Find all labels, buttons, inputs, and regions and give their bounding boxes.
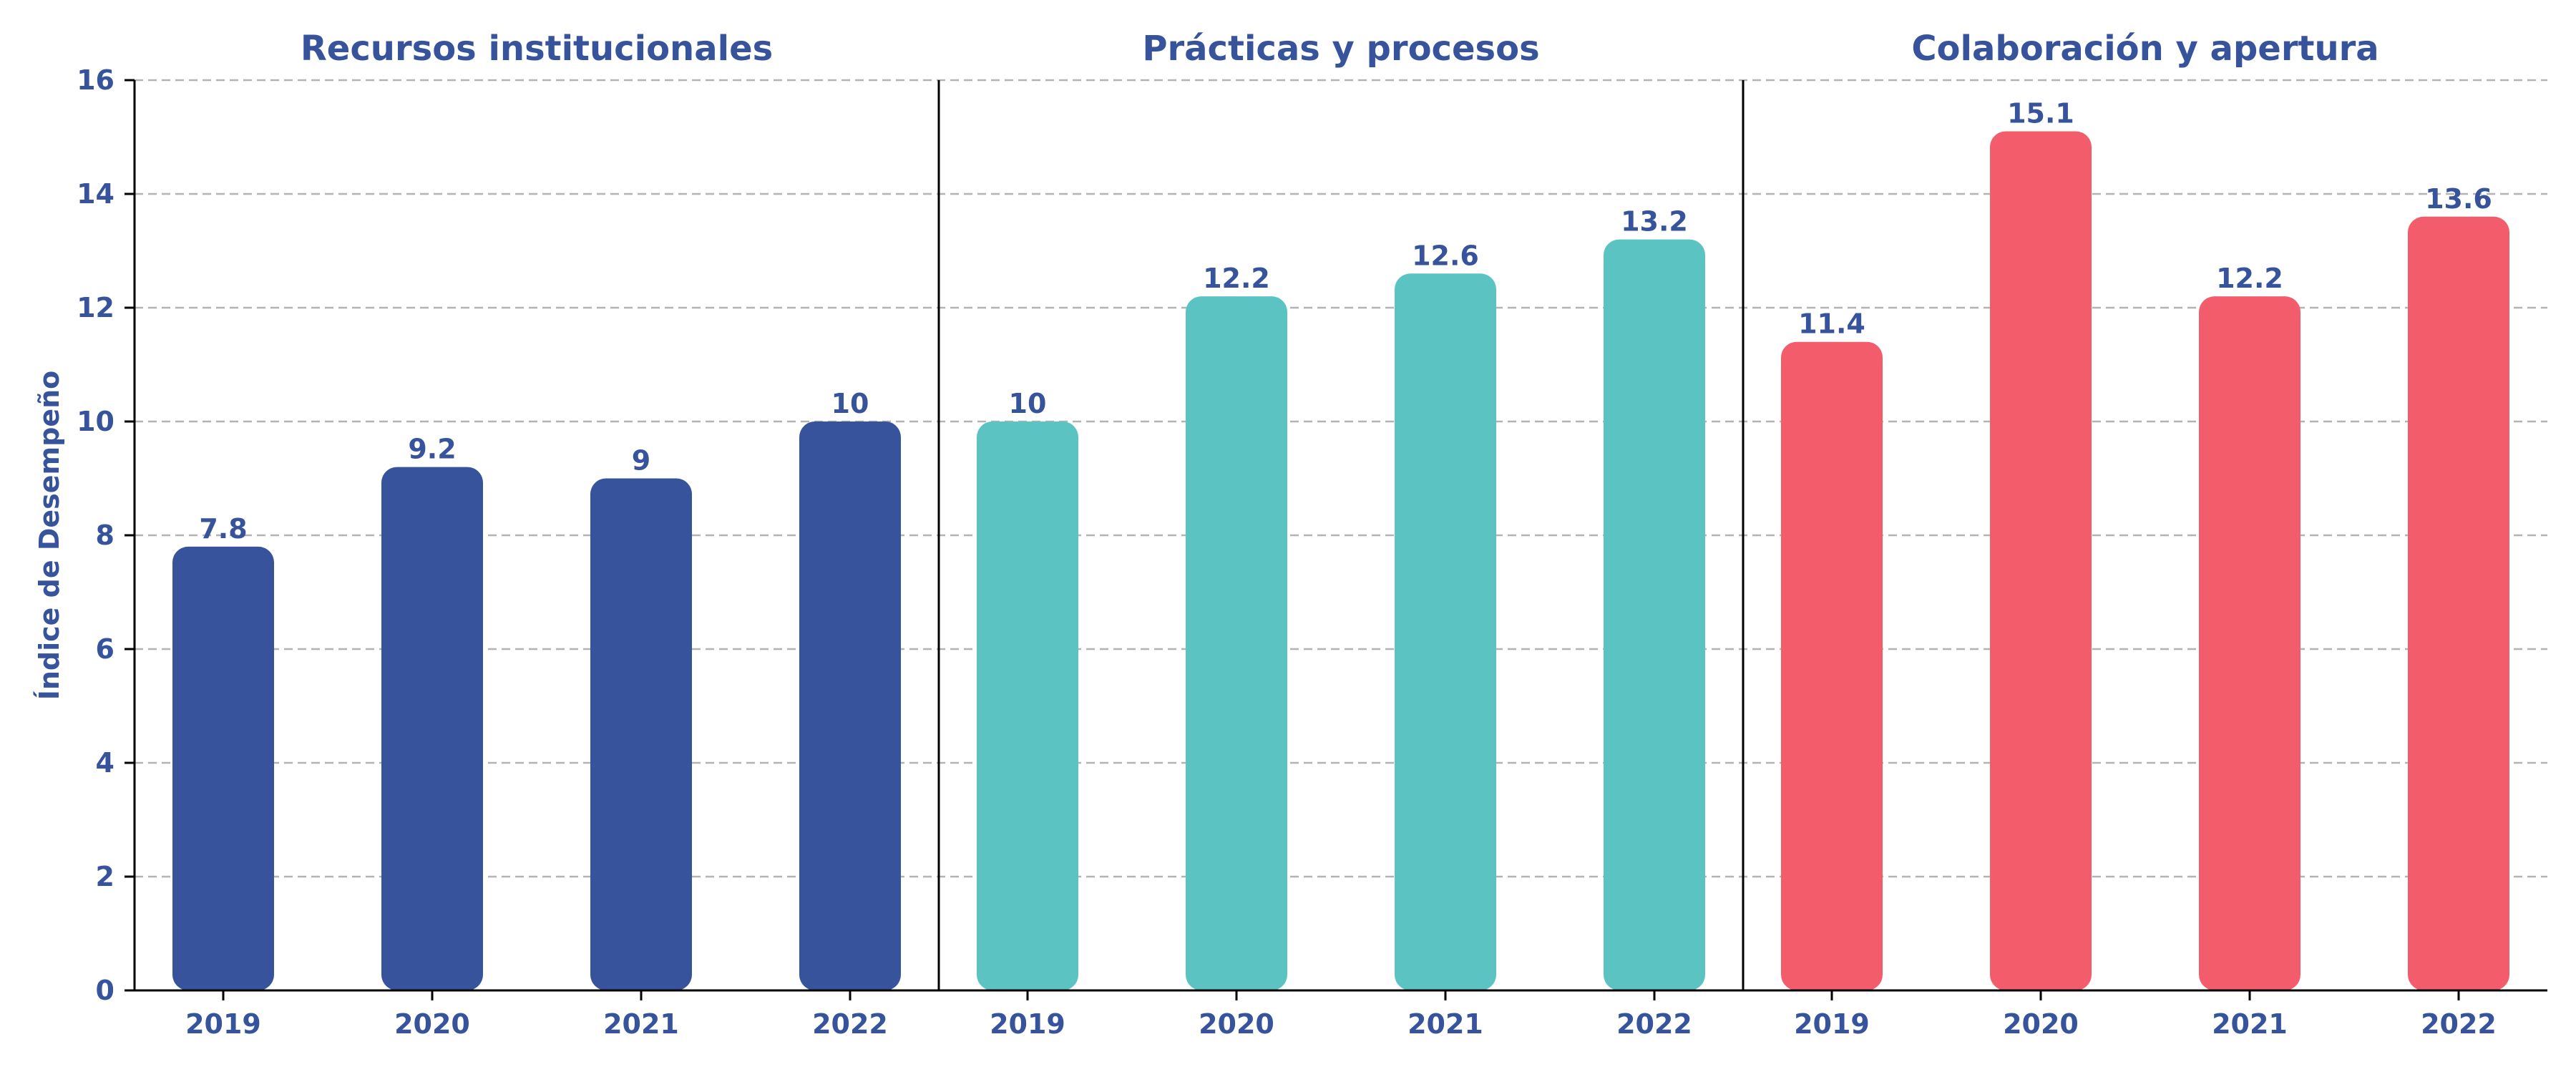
bar-1-2019: [172, 546, 274, 990]
bar-3-2021: [2199, 296, 2301, 991]
x-tick-label-1-2022: 2022: [812, 1008, 888, 1040]
value-label-1-2020: 9.2: [408, 434, 456, 465]
value-label-3-2019: 11.4: [1798, 308, 1865, 340]
labels: 0 2 4 6 8 10 12 14 16 Recursos institucionales 7.8…: [77, 29, 2497, 1040]
value-label-2-2021: 12.6: [1412, 240, 1479, 271]
value-label-1-2021: 9: [632, 445, 650, 477]
x-tick-label-3-2019: 2019: [1794, 1008, 1870, 1040]
y-tick-label-10: 10: [77, 406, 114, 437]
y-tick-label-8: 8: [96, 520, 114, 551]
x-tick-label-2-2020: 2020: [1199, 1008, 1274, 1040]
y-tick-label-12: 12: [77, 292, 114, 323]
x-tick-label-2-2019: 2019: [990, 1008, 1065, 1040]
bar-1-2021: [590, 478, 692, 990]
y-axis-title: Índice de Desempeño: [34, 371, 65, 701]
bars: [172, 131, 2509, 991]
bar-2-2019: [977, 421, 1078, 990]
value-label-3-2022: 13.6: [2425, 183, 2492, 215]
value-label-1-2022: 10: [831, 388, 869, 419]
bar-3-2022: [2408, 216, 2509, 990]
panel-title-2: Prácticas y procesos: [1142, 29, 1539, 69]
x-tick-label-3-2022: 2022: [2421, 1008, 2497, 1040]
bar-1-2022: [799, 421, 901, 990]
value-label-1-2019: 7.8: [199, 513, 247, 545]
x-tick-label-2-2022: 2022: [1616, 1008, 1692, 1040]
value-label-3-2021: 12.2: [2216, 263, 2283, 294]
bar-2-2021: [1395, 273, 1496, 990]
bar-2-2020: [1186, 296, 1287, 991]
axes: [125, 79, 2547, 1000]
y-tick-label-0: 0: [96, 975, 114, 1006]
x-tick-label-1-2019: 2019: [185, 1008, 261, 1040]
value-label-2-2019: 10: [1009, 388, 1047, 419]
value-label-2-2022: 13.2: [1621, 206, 1688, 238]
y-tick-label-6: 6: [96, 633, 114, 665]
panel-title-3: Colaboración y apertura: [1911, 29, 2379, 69]
x-tick-label-1-2021: 2021: [603, 1008, 679, 1040]
value-label-3-2020: 15.1: [2007, 98, 2074, 130]
bar-2-2022: [1604, 239, 1705, 991]
panel-title-1: Recursos institucionales: [301, 29, 773, 69]
bar-3-2019: [1781, 341, 1883, 990]
bar-1-2020: [381, 467, 483, 990]
y-tick-label-14: 14: [77, 178, 114, 210]
y-tick-label-2: 2: [96, 861, 114, 892]
x-tick-label-3-2020: 2020: [2003, 1008, 2079, 1040]
x-tick-label-2-2021: 2021: [1407, 1008, 1483, 1040]
value-label-2-2020: 12.2: [1203, 263, 1270, 294]
y-tick-label-16: 16: [77, 64, 114, 96]
x-tick-label-3-2021: 2021: [2212, 1008, 2288, 1040]
grid-lines: [135, 79, 2547, 878]
bar-3-2020: [1990, 131, 2092, 990]
y-tick-label-4: 4: [96, 747, 114, 779]
x-tick-label-1-2020: 2020: [394, 1008, 470, 1040]
